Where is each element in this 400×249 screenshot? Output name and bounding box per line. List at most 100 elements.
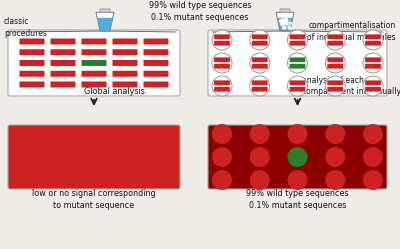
- FancyBboxPatch shape: [50, 60, 76, 66]
- Circle shape: [325, 124, 345, 144]
- FancyBboxPatch shape: [252, 34, 268, 39]
- Text: Global analysis: Global analysis: [84, 87, 145, 96]
- FancyBboxPatch shape: [365, 34, 381, 39]
- FancyBboxPatch shape: [20, 60, 44, 66]
- FancyBboxPatch shape: [252, 58, 268, 62]
- FancyBboxPatch shape: [365, 80, 381, 85]
- FancyBboxPatch shape: [252, 64, 268, 69]
- Polygon shape: [277, 18, 293, 31]
- FancyBboxPatch shape: [252, 41, 268, 46]
- FancyBboxPatch shape: [144, 39, 168, 45]
- Polygon shape: [276, 12, 294, 31]
- FancyBboxPatch shape: [214, 80, 230, 85]
- FancyBboxPatch shape: [327, 87, 343, 92]
- Circle shape: [250, 30, 270, 50]
- Circle shape: [212, 124, 232, 144]
- Circle shape: [325, 170, 345, 190]
- FancyBboxPatch shape: [82, 49, 106, 55]
- Circle shape: [363, 170, 383, 190]
- Circle shape: [288, 30, 308, 50]
- FancyBboxPatch shape: [112, 71, 138, 77]
- FancyBboxPatch shape: [8, 125, 180, 189]
- FancyBboxPatch shape: [20, 81, 44, 87]
- Circle shape: [288, 170, 308, 190]
- Circle shape: [285, 18, 287, 20]
- FancyBboxPatch shape: [112, 39, 138, 45]
- FancyBboxPatch shape: [252, 80, 268, 85]
- FancyBboxPatch shape: [144, 81, 168, 87]
- FancyBboxPatch shape: [20, 39, 44, 45]
- FancyBboxPatch shape: [144, 60, 168, 66]
- FancyBboxPatch shape: [214, 34, 230, 39]
- Text: 99% wild type sequences
0.1% mutant sequences: 99% wild type sequences 0.1% mutant sequ…: [246, 189, 349, 210]
- FancyBboxPatch shape: [82, 39, 106, 45]
- Circle shape: [325, 147, 345, 167]
- Circle shape: [250, 170, 270, 190]
- Text: 99% wild type sequences
0.1% mutant sequences: 99% wild type sequences 0.1% mutant sequ…: [149, 1, 251, 22]
- Circle shape: [363, 147, 383, 167]
- FancyBboxPatch shape: [327, 41, 343, 46]
- FancyBboxPatch shape: [82, 81, 106, 87]
- FancyBboxPatch shape: [290, 64, 306, 69]
- FancyBboxPatch shape: [327, 58, 343, 62]
- FancyBboxPatch shape: [365, 41, 381, 46]
- FancyBboxPatch shape: [82, 60, 106, 66]
- FancyBboxPatch shape: [50, 39, 76, 45]
- Circle shape: [212, 147, 232, 167]
- FancyBboxPatch shape: [50, 49, 76, 55]
- FancyBboxPatch shape: [280, 9, 290, 13]
- Circle shape: [289, 22, 291, 24]
- Circle shape: [282, 19, 284, 21]
- FancyBboxPatch shape: [290, 87, 306, 92]
- Circle shape: [289, 27, 291, 29]
- Circle shape: [250, 53, 270, 73]
- Circle shape: [286, 23, 288, 25]
- Circle shape: [250, 124, 270, 144]
- Text: low or no signal corresponding
to mutant sequence: low or no signal corresponding to mutant…: [32, 189, 156, 210]
- FancyBboxPatch shape: [214, 64, 230, 69]
- Text: analysis of each
compartment individually: analysis of each compartment individuall…: [302, 76, 400, 96]
- Circle shape: [325, 53, 345, 73]
- Circle shape: [288, 53, 308, 73]
- FancyBboxPatch shape: [20, 71, 44, 77]
- FancyBboxPatch shape: [100, 9, 110, 13]
- Circle shape: [325, 30, 345, 50]
- Circle shape: [288, 76, 308, 96]
- FancyBboxPatch shape: [252, 87, 268, 92]
- FancyBboxPatch shape: [144, 71, 168, 77]
- Circle shape: [283, 20, 285, 22]
- FancyBboxPatch shape: [144, 49, 168, 55]
- Circle shape: [363, 76, 383, 96]
- FancyBboxPatch shape: [112, 81, 138, 87]
- FancyBboxPatch shape: [327, 80, 343, 85]
- FancyBboxPatch shape: [112, 60, 138, 66]
- FancyBboxPatch shape: [290, 41, 306, 46]
- Circle shape: [281, 23, 283, 25]
- FancyBboxPatch shape: [208, 125, 387, 189]
- Circle shape: [325, 76, 345, 96]
- Circle shape: [212, 53, 232, 73]
- FancyBboxPatch shape: [327, 34, 343, 39]
- Circle shape: [363, 53, 383, 73]
- Circle shape: [280, 20, 282, 22]
- FancyBboxPatch shape: [214, 41, 230, 46]
- FancyBboxPatch shape: [50, 71, 76, 77]
- Circle shape: [363, 30, 383, 50]
- FancyBboxPatch shape: [290, 58, 306, 62]
- Text: compartimentalisation
of individual molecules: compartimentalisation of individual mole…: [307, 21, 396, 42]
- FancyBboxPatch shape: [50, 81, 76, 87]
- FancyBboxPatch shape: [8, 30, 180, 96]
- Text: classic
procedures: classic procedures: [4, 17, 47, 38]
- Polygon shape: [96, 12, 114, 31]
- Circle shape: [283, 23, 285, 25]
- Circle shape: [212, 30, 232, 50]
- Circle shape: [281, 23, 283, 25]
- FancyBboxPatch shape: [214, 58, 230, 62]
- FancyBboxPatch shape: [327, 64, 343, 69]
- Circle shape: [288, 147, 308, 167]
- FancyBboxPatch shape: [208, 30, 387, 96]
- FancyBboxPatch shape: [365, 64, 381, 69]
- Circle shape: [286, 20, 288, 22]
- Circle shape: [283, 27, 285, 29]
- FancyBboxPatch shape: [290, 80, 306, 85]
